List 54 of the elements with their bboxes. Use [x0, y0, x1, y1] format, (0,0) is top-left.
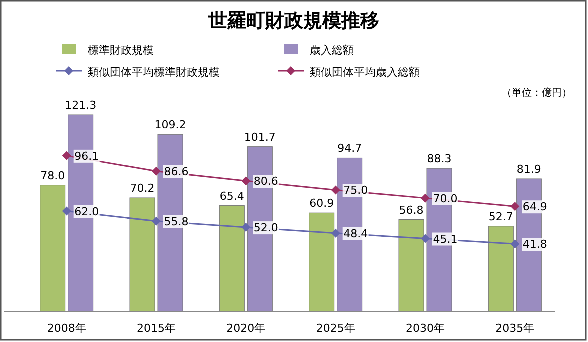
bar	[398, 220, 424, 312]
x-tick-label: 2015年	[137, 322, 176, 335]
data-label: 56.8	[399, 204, 424, 217]
x-tick-label: 2030年	[406, 322, 445, 335]
x-tick-label: 2025年	[316, 322, 356, 335]
point	[242, 223, 251, 232]
bar	[40, 185, 66, 312]
point	[421, 194, 430, 203]
point	[331, 186, 340, 195]
point	[152, 166, 161, 176]
bar	[488, 226, 514, 312]
bar	[130, 198, 156, 312]
point	[510, 240, 520, 249]
x-tick-label: 2008年	[47, 322, 86, 335]
data-label: 70.2	[130, 182, 155, 195]
data-label: 86.6	[164, 165, 189, 178]
data-label: 41.8	[522, 238, 548, 252]
data-label: 88.3	[427, 152, 452, 166]
bar	[219, 206, 245, 312]
data-label: 96.1	[74, 150, 100, 163]
data-label: 52.7	[488, 210, 514, 224]
data-label: 55.8	[164, 215, 189, 228]
point	[421, 234, 430, 244]
data-label: 81.9	[516, 162, 542, 176]
x-tick-label: 2035年	[496, 322, 535, 335]
bar	[309, 212, 335, 312]
data-label: 94.7	[338, 142, 362, 156]
data-label: 64.9	[522, 200, 548, 214]
data-label: 62.0	[74, 205, 100, 218]
legend-label: 類似団体平均標準財政規模	[88, 66, 220, 79]
point	[510, 202, 520, 212]
legend-label: 類似団体平均歳入総額	[310, 66, 420, 79]
data-label: 101.7	[244, 130, 276, 144]
data-label: 109.2	[154, 118, 186, 132]
data-label: 52.0	[254, 222, 278, 235]
data-label: 70.0	[433, 192, 458, 206]
point	[242, 176, 251, 186]
point	[62, 206, 72, 216]
legend-label: 歳入総額	[310, 44, 354, 57]
data-label: 45.1	[433, 232, 458, 246]
point	[331, 228, 340, 238]
data-label: 78.0	[40, 169, 66, 182]
chart-title: 世羅町財政規模推移	[208, 10, 380, 32]
data-label: 80.6	[254, 175, 278, 188]
text: （単位：億円）	[502, 87, 572, 99]
point	[62, 151, 72, 160]
data-label: 48.4	[344, 227, 368, 240]
legend-label: 標準財政規模	[88, 44, 154, 57]
point	[152, 216, 161, 226]
data-label: 60.9	[310, 197, 334, 210]
data-label: 65.4	[220, 190, 244, 203]
data-label: 121.3	[65, 99, 97, 112]
x-tick-label: 2020年	[226, 322, 266, 335]
data-label: 75.0	[344, 184, 368, 198]
